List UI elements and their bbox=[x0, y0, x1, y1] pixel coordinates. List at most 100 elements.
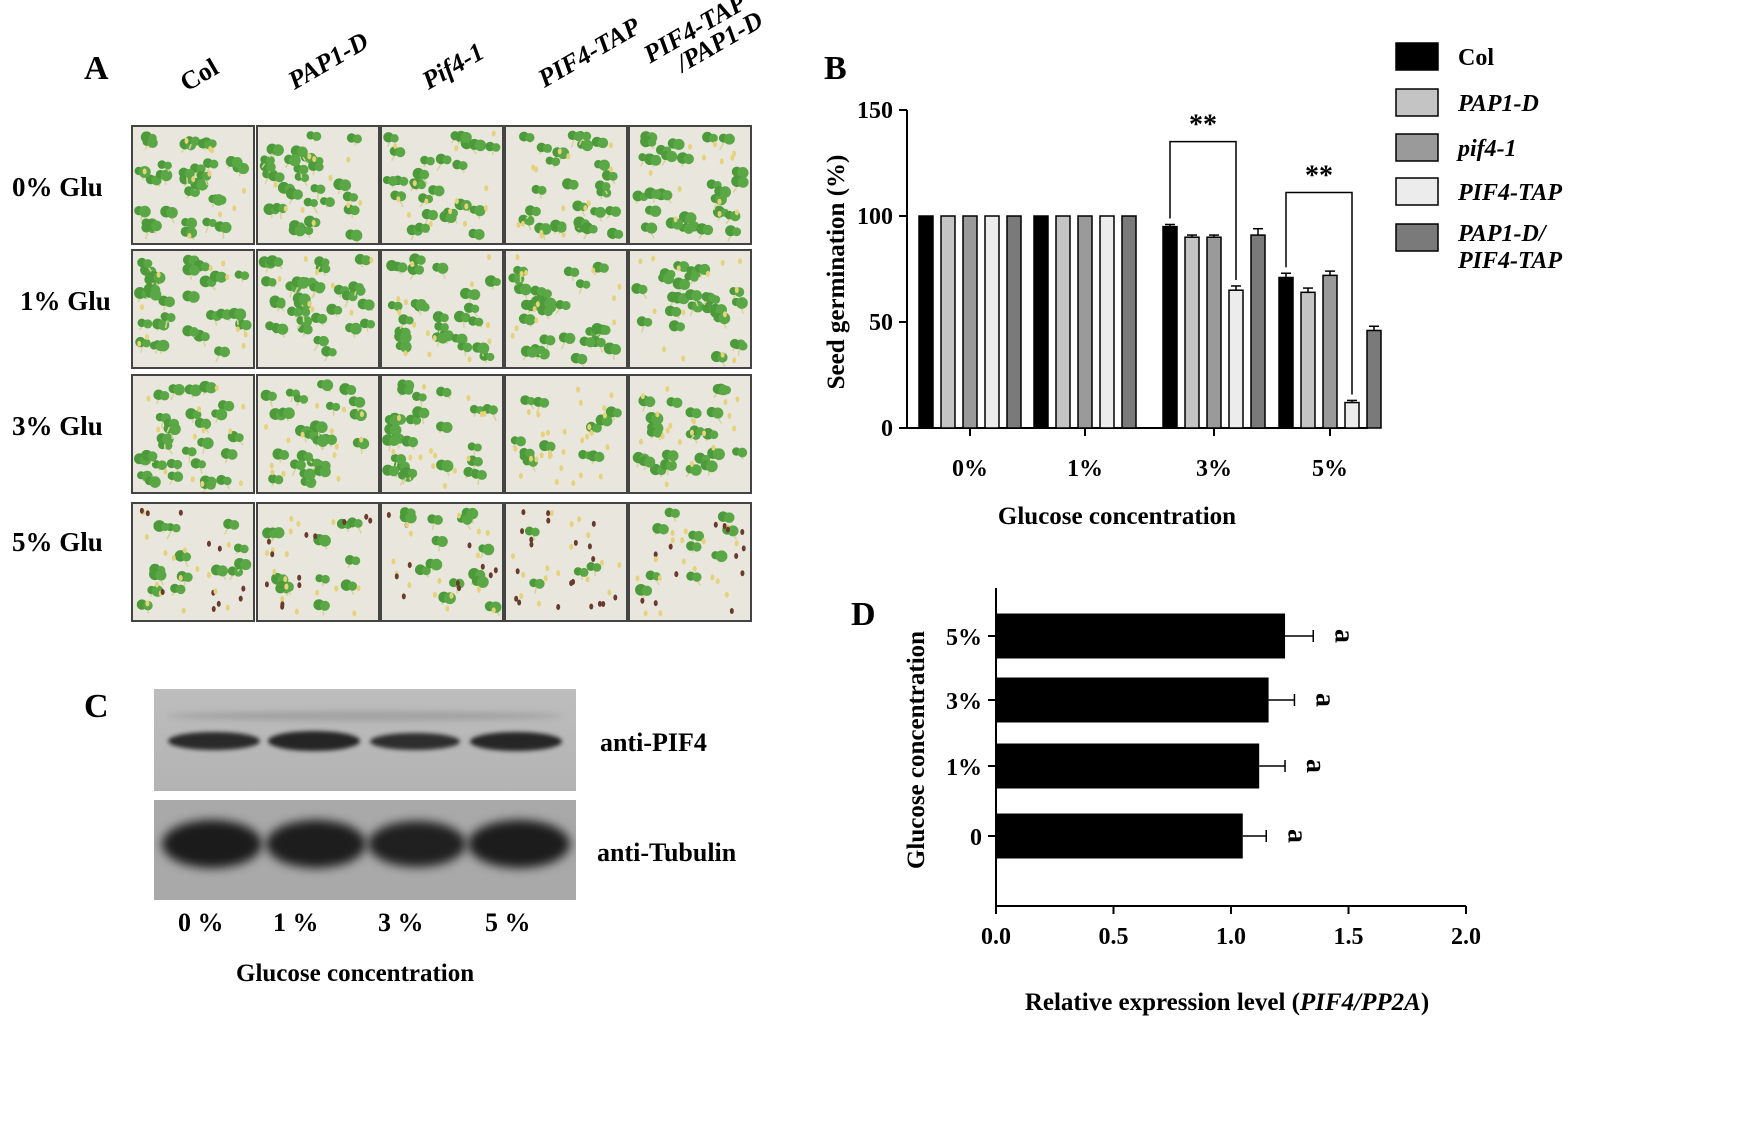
anti-pif4-label: anti-PIF4 bbox=[600, 728, 707, 757]
panel-d-letter: D bbox=[851, 596, 876, 633]
expression-x-tick-label: 2.0 bbox=[1451, 924, 1481, 950]
significance-letter: a bbox=[1281, 829, 1312, 843]
seedling-plate bbox=[131, 249, 255, 369]
germination-x-tick-label: 1% bbox=[1067, 456, 1103, 482]
seedling-plate bbox=[628, 502, 752, 622]
significance-bracket bbox=[1285, 191, 1353, 395]
column-header-pap1d: PAP1-D bbox=[283, 26, 374, 96]
pif4-band-lane-3 bbox=[370, 733, 460, 750]
tubulin-band-lane-3 bbox=[368, 821, 466, 867]
germination-bar bbox=[1006, 215, 1022, 429]
legend-label: Col bbox=[1458, 45, 1494, 71]
germination-y-axis-label: Seed germination (%) bbox=[823, 155, 850, 390]
seedling-plate bbox=[380, 125, 504, 245]
significance-bracket bbox=[1169, 140, 1237, 280]
germination-y-tick-label: 0 bbox=[881, 416, 893, 442]
lane-label-3: 5 % bbox=[485, 908, 531, 937]
germination-bar bbox=[984, 215, 1000, 429]
expression-x-tick-label: 1.0 bbox=[1216, 924, 1246, 950]
pif4-faint-band bbox=[168, 711, 562, 721]
germination-bar bbox=[918, 215, 934, 429]
germination-bar bbox=[1344, 401, 1360, 429]
germination-bar bbox=[1184, 236, 1200, 429]
seedling-plate bbox=[504, 502, 628, 622]
expression-y-tick-label: 3% bbox=[946, 689, 982, 715]
expression-chart: 0.0 0.5 1.0 1.5 2.0 0 1% 3% 5% a a a a Glucose conc… bbox=[903, 588, 1481, 1016]
expression-y-tick-label: 5% bbox=[946, 625, 982, 651]
expression-bar bbox=[996, 677, 1269, 723]
seedling-plate bbox=[380, 374, 504, 494]
germination-bar bbox=[1322, 274, 1338, 429]
expression-x-tick-label: 0.0 bbox=[981, 924, 1011, 950]
anti-tubulin-label: anti-Tubulin bbox=[597, 838, 737, 867]
pif4-band-lane-4 bbox=[470, 732, 562, 751]
column-header-col: Col bbox=[175, 52, 224, 98]
expression-x-tick-label: 1.5 bbox=[1334, 924, 1364, 950]
legend-swatch bbox=[1395, 88, 1439, 117]
germination-bar bbox=[1366, 329, 1382, 429]
significance-letter: a bbox=[1328, 629, 1359, 643]
expression-y-axis-label: Glucose concentration bbox=[903, 631, 930, 869]
germination-bar bbox=[1162, 225, 1178, 429]
expression-y-tick-label: 1% bbox=[946, 755, 982, 781]
germination-bar bbox=[940, 215, 956, 429]
germination-bar bbox=[1250, 234, 1266, 429]
germination-chart: 0 50 100 150 0% 1% 3% 5% ** ** Col PAP1-D pif4-1 PI… bbox=[823, 42, 1562, 530]
germination-bar bbox=[1300, 291, 1316, 429]
legend-label-line2: PIF4-TAP bbox=[1457, 248, 1562, 274]
expression-bar bbox=[996, 743, 1260, 789]
seedling-plate bbox=[504, 374, 628, 494]
column-header-pif4-tap: PIF4-TAP bbox=[533, 11, 646, 94]
germination-x-tick-label: 5% bbox=[1312, 456, 1348, 482]
column-header-pif4-1: Pif4-1 bbox=[417, 36, 490, 96]
row-header-3: 5% Glu bbox=[12, 527, 103, 557]
germination-bar bbox=[962, 215, 978, 429]
significance-marker: ** bbox=[1305, 160, 1333, 191]
tubulin-band-lane-4 bbox=[468, 820, 570, 868]
seedling-plate bbox=[131, 502, 255, 622]
western-blot-pif4 bbox=[154, 689, 576, 791]
row-header-1: 1% Glu bbox=[20, 286, 111, 316]
germination-x-tick-label: 0% bbox=[952, 456, 988, 482]
panel-a-letter: A bbox=[84, 50, 109, 87]
significance-letter: a bbox=[1309, 693, 1340, 707]
column-header-pif4-tap-pap1d: PIF4-TAP /PAP1-D bbox=[638, 0, 768, 78]
seedling-plate bbox=[131, 374, 255, 494]
seedling-plate bbox=[256, 125, 380, 245]
expression-x-tick-label: 0.5 bbox=[1099, 924, 1129, 950]
lane-label-0: 0 % bbox=[178, 908, 224, 937]
germination-bar bbox=[1055, 215, 1071, 429]
legend-label: pif4-1 bbox=[1456, 136, 1517, 162]
seedling-plate bbox=[256, 374, 380, 494]
legend-label: PIF4-TAP bbox=[1457, 180, 1562, 206]
germination-bar bbox=[1206, 236, 1222, 429]
germination-bar bbox=[1228, 289, 1244, 429]
seedling-plate bbox=[628, 125, 752, 245]
seedling-plate bbox=[628, 374, 752, 494]
germination-y-tick-label: 50 bbox=[869, 310, 893, 336]
germination-bar bbox=[1033, 215, 1049, 429]
seedling-plate bbox=[380, 249, 504, 369]
row-header-0: 0% Glu bbox=[12, 172, 103, 202]
pif4-band-lane-1 bbox=[168, 732, 260, 750]
pif4-band-lane-2 bbox=[268, 731, 360, 751]
significance-letter: a bbox=[1300, 759, 1331, 773]
seedling-plate bbox=[380, 502, 504, 622]
lane-label-1: 1 % bbox=[273, 908, 319, 937]
expression-x-axis-label: Relative expression level (PIF4/PP2A) bbox=[1025, 989, 1429, 1016]
tubulin-band-lane-2 bbox=[266, 820, 366, 868]
legend-swatch bbox=[1395, 177, 1439, 206]
seedling-plate bbox=[131, 125, 255, 245]
blot-x-axis-label: Glucose concentration bbox=[236, 960, 475, 987]
germination-bar bbox=[1121, 215, 1137, 429]
germination-y-tick-label: 150 bbox=[857, 98, 893, 124]
germination-bar bbox=[1278, 276, 1294, 429]
expression-y-tick-label: 0 bbox=[970, 825, 982, 851]
row-header-2: 3% Glu bbox=[12, 411, 103, 441]
lane-label-2: 3 % bbox=[378, 908, 424, 937]
legend-label: PAP1-D/ bbox=[1457, 221, 1548, 247]
legend-swatch bbox=[1395, 223, 1439, 252]
western-blot-tubulin bbox=[154, 800, 576, 900]
panel-b-letter: B bbox=[824, 50, 847, 87]
significance-marker: ** bbox=[1189, 110, 1217, 141]
